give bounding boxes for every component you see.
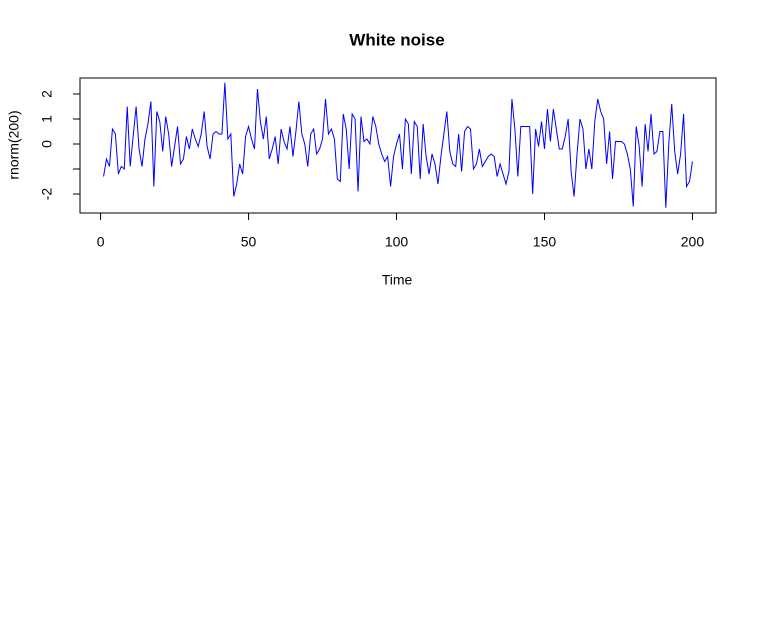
- y-axis-label: rnorm(200): [6, 110, 22, 179]
- x-tick-label: 100: [385, 234, 409, 250]
- x-tick-label: 150: [533, 234, 557, 250]
- chart-title: White noise: [349, 30, 444, 49]
- y-tick-label: 2: [39, 90, 55, 98]
- x-axis-label: Time: [382, 272, 413, 288]
- y-tick-label: 0: [39, 140, 55, 148]
- x-tick-label: 50: [241, 234, 257, 250]
- data-line: [103, 82, 693, 208]
- x-tick-label: 0: [97, 234, 105, 250]
- y-tick-label: -2: [39, 188, 55, 201]
- x-tick-label: 200: [681, 234, 705, 250]
- y-tick-label: 1: [39, 115, 55, 123]
